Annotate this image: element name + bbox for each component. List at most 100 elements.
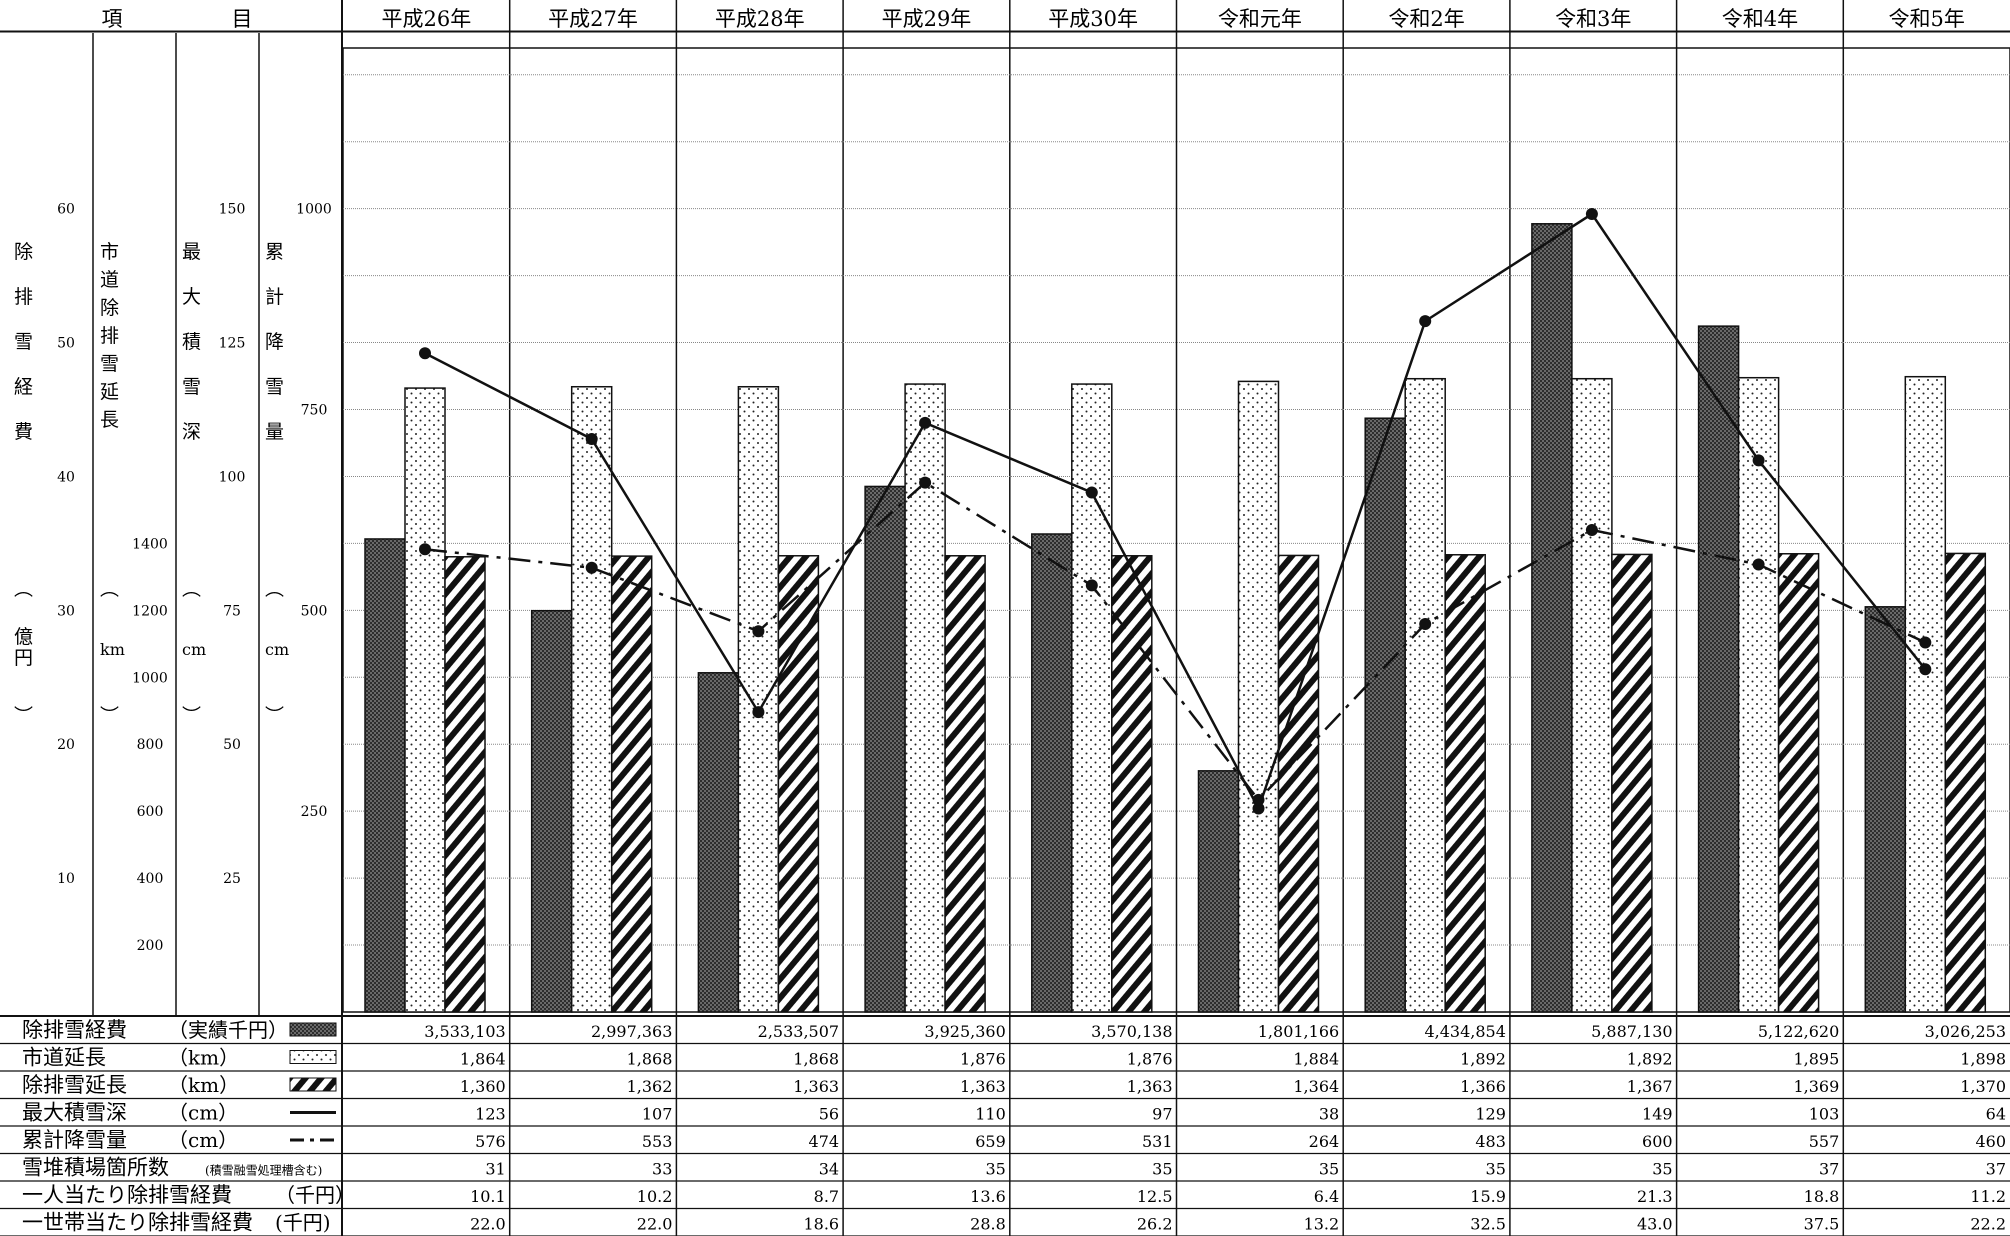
table-cell: 64: [1986, 1105, 2006, 1124]
bar-cost: [530, 609, 573, 1013]
table-cell: 576: [475, 1132, 506, 1151]
bar-cost: [864, 485, 906, 1013]
table-cell: 659: [975, 1132, 1006, 1151]
bar-cost: [1031, 533, 1073, 1013]
table-cell: 1,895: [1793, 1050, 1839, 1069]
table-row-label: 一人当たり除排雪経費: [22, 1183, 232, 1207]
table-cell: 557: [1809, 1132, 1840, 1151]
line-cumulative-snow-point: [1752, 558, 1765, 571]
bar-cost: [364, 538, 406, 1013]
bar-cost: [1531, 223, 1573, 1013]
year-header: 令和4年: [1722, 7, 1798, 31]
axis-unit: cm: [265, 640, 289, 659]
line-max-depth-point: [752, 706, 765, 719]
data-table: 除排雪経費 （実績千円） 3,533,103 2,997,363 2,533,507 3,…: [0, 1015, 2010, 1236]
bar-road: [904, 383, 946, 1013]
table-row-unit: （cm）: [168, 1101, 238, 1125]
year-header: 令和元年: [1218, 7, 1302, 31]
table-cell: 1,366: [1460, 1077, 1506, 1096]
bar-road: [570, 385, 613, 1013]
table-cell: 43.0: [1637, 1215, 1673, 1234]
line-cumulative-snow-point: [1252, 793, 1265, 806]
table-row-unit: （km）: [168, 1073, 239, 1097]
axis-tick: 200: [137, 938, 164, 954]
axis-label-cost: 費: [14, 421, 33, 443]
axis-label-road: 雪: [100, 353, 119, 375]
table-cell: 35: [1486, 1160, 1506, 1179]
year-header: 平成30年: [1048, 7, 1138, 31]
axis-tick: 50: [57, 336, 75, 352]
axis-tick: 600: [137, 804, 164, 820]
axis-unit: ︵: [265, 578, 284, 600]
axis-label-road: 延: [100, 381, 119, 403]
line-cumulative-snow-point: [1585, 524, 1598, 536]
bar-road: [737, 385, 780, 1013]
year-header: 令和2年: [1388, 7, 1464, 31]
table-cell: 37: [1986, 1160, 2006, 1179]
axis-label-snow: 量: [265, 421, 284, 443]
axis-unit: ︵: [100, 578, 119, 600]
bar-road: [1904, 375, 1947, 1013]
bar-removal: [944, 555, 986, 1013]
table-cell: 97: [1152, 1105, 1172, 1124]
axis-label-depth: 積: [182, 331, 201, 353]
table-cell: 107: [642, 1105, 673, 1124]
table-cell: 28.8: [970, 1215, 1006, 1234]
table-cell: 10.2: [637, 1187, 673, 1206]
axis-unit-cost: 円: [14, 647, 33, 669]
bar-removal: [1611, 553, 1653, 1013]
axis-tick: 60: [57, 202, 75, 218]
axis-unit-cost: ︶: [14, 705, 33, 727]
table-cell: 1,864: [460, 1050, 506, 1069]
line-cumulative-snow: [424, 481, 1926, 802]
table-cell: 1,370: [1960, 1077, 2006, 1096]
table-cell: 5,887,130: [1591, 1022, 1672, 1041]
bar-road: [1571, 377, 1613, 1013]
table-cell: 21.3: [1637, 1187, 1673, 1206]
bar-removal: [777, 555, 820, 1013]
axis-tick: 1200: [132, 603, 168, 619]
table-cell: 3,925,360: [924, 1022, 1005, 1041]
line-cumulative-snow-point: [1085, 579, 1098, 592]
table-cell: 15.9: [1470, 1187, 1506, 1206]
table-cell: 3,533,103: [424, 1022, 505, 1041]
table-cell: 483: [1475, 1132, 1506, 1151]
table-row-label: 最大積雪深: [22, 1101, 127, 1125]
line-max-depth-point: [585, 432, 598, 445]
axis-label-depth: 最: [182, 241, 201, 263]
axis-label-depth: 深: [182, 421, 201, 443]
bar-cost: [1697, 325, 1740, 1013]
axis-unit: ︶: [182, 705, 201, 727]
table-cell: 18.6: [803, 1215, 839, 1234]
table-row-label: 累計降雪量: [22, 1128, 127, 1152]
axis-tick: 30: [57, 603, 75, 619]
axis-unit: ︵: [182, 578, 201, 600]
table-cell: 1,868: [793, 1050, 839, 1069]
bar-cost: [697, 672, 740, 1013]
year-header: 令和3年: [1555, 7, 1631, 31]
table-cell: 1,363: [1127, 1077, 1173, 1096]
table-cell: 22.0: [637, 1215, 673, 1234]
axis-tick: 125: [219, 336, 246, 352]
axis-label-cost: 除: [14, 241, 33, 263]
axis-label-road: 長: [100, 409, 119, 431]
bar-removal: [1777, 553, 1820, 1013]
bar-road: [1737, 376, 1780, 1013]
table-cell: 35: [1652, 1160, 1672, 1179]
table-cell: 33: [652, 1160, 672, 1179]
bar-removal: [444, 556, 486, 1013]
axis-tick: 10: [57, 871, 75, 887]
bar-road: [1404, 377, 1446, 1013]
table-cell: 1,364: [1293, 1077, 1339, 1096]
table-cell: 38: [1319, 1105, 1339, 1124]
axis-tick: 800: [137, 737, 164, 753]
axis-unit: cm: [182, 640, 206, 659]
axis-unit: ︶: [100, 705, 119, 727]
axis-tick: 1400: [132, 536, 168, 552]
table-cell: 31: [485, 1160, 505, 1179]
table-cell: 1,898: [1960, 1050, 2006, 1069]
axis-label-snow: 計: [265, 286, 284, 308]
axis-label-depth: 大: [182, 286, 201, 308]
table-cell: 123: [475, 1105, 506, 1124]
